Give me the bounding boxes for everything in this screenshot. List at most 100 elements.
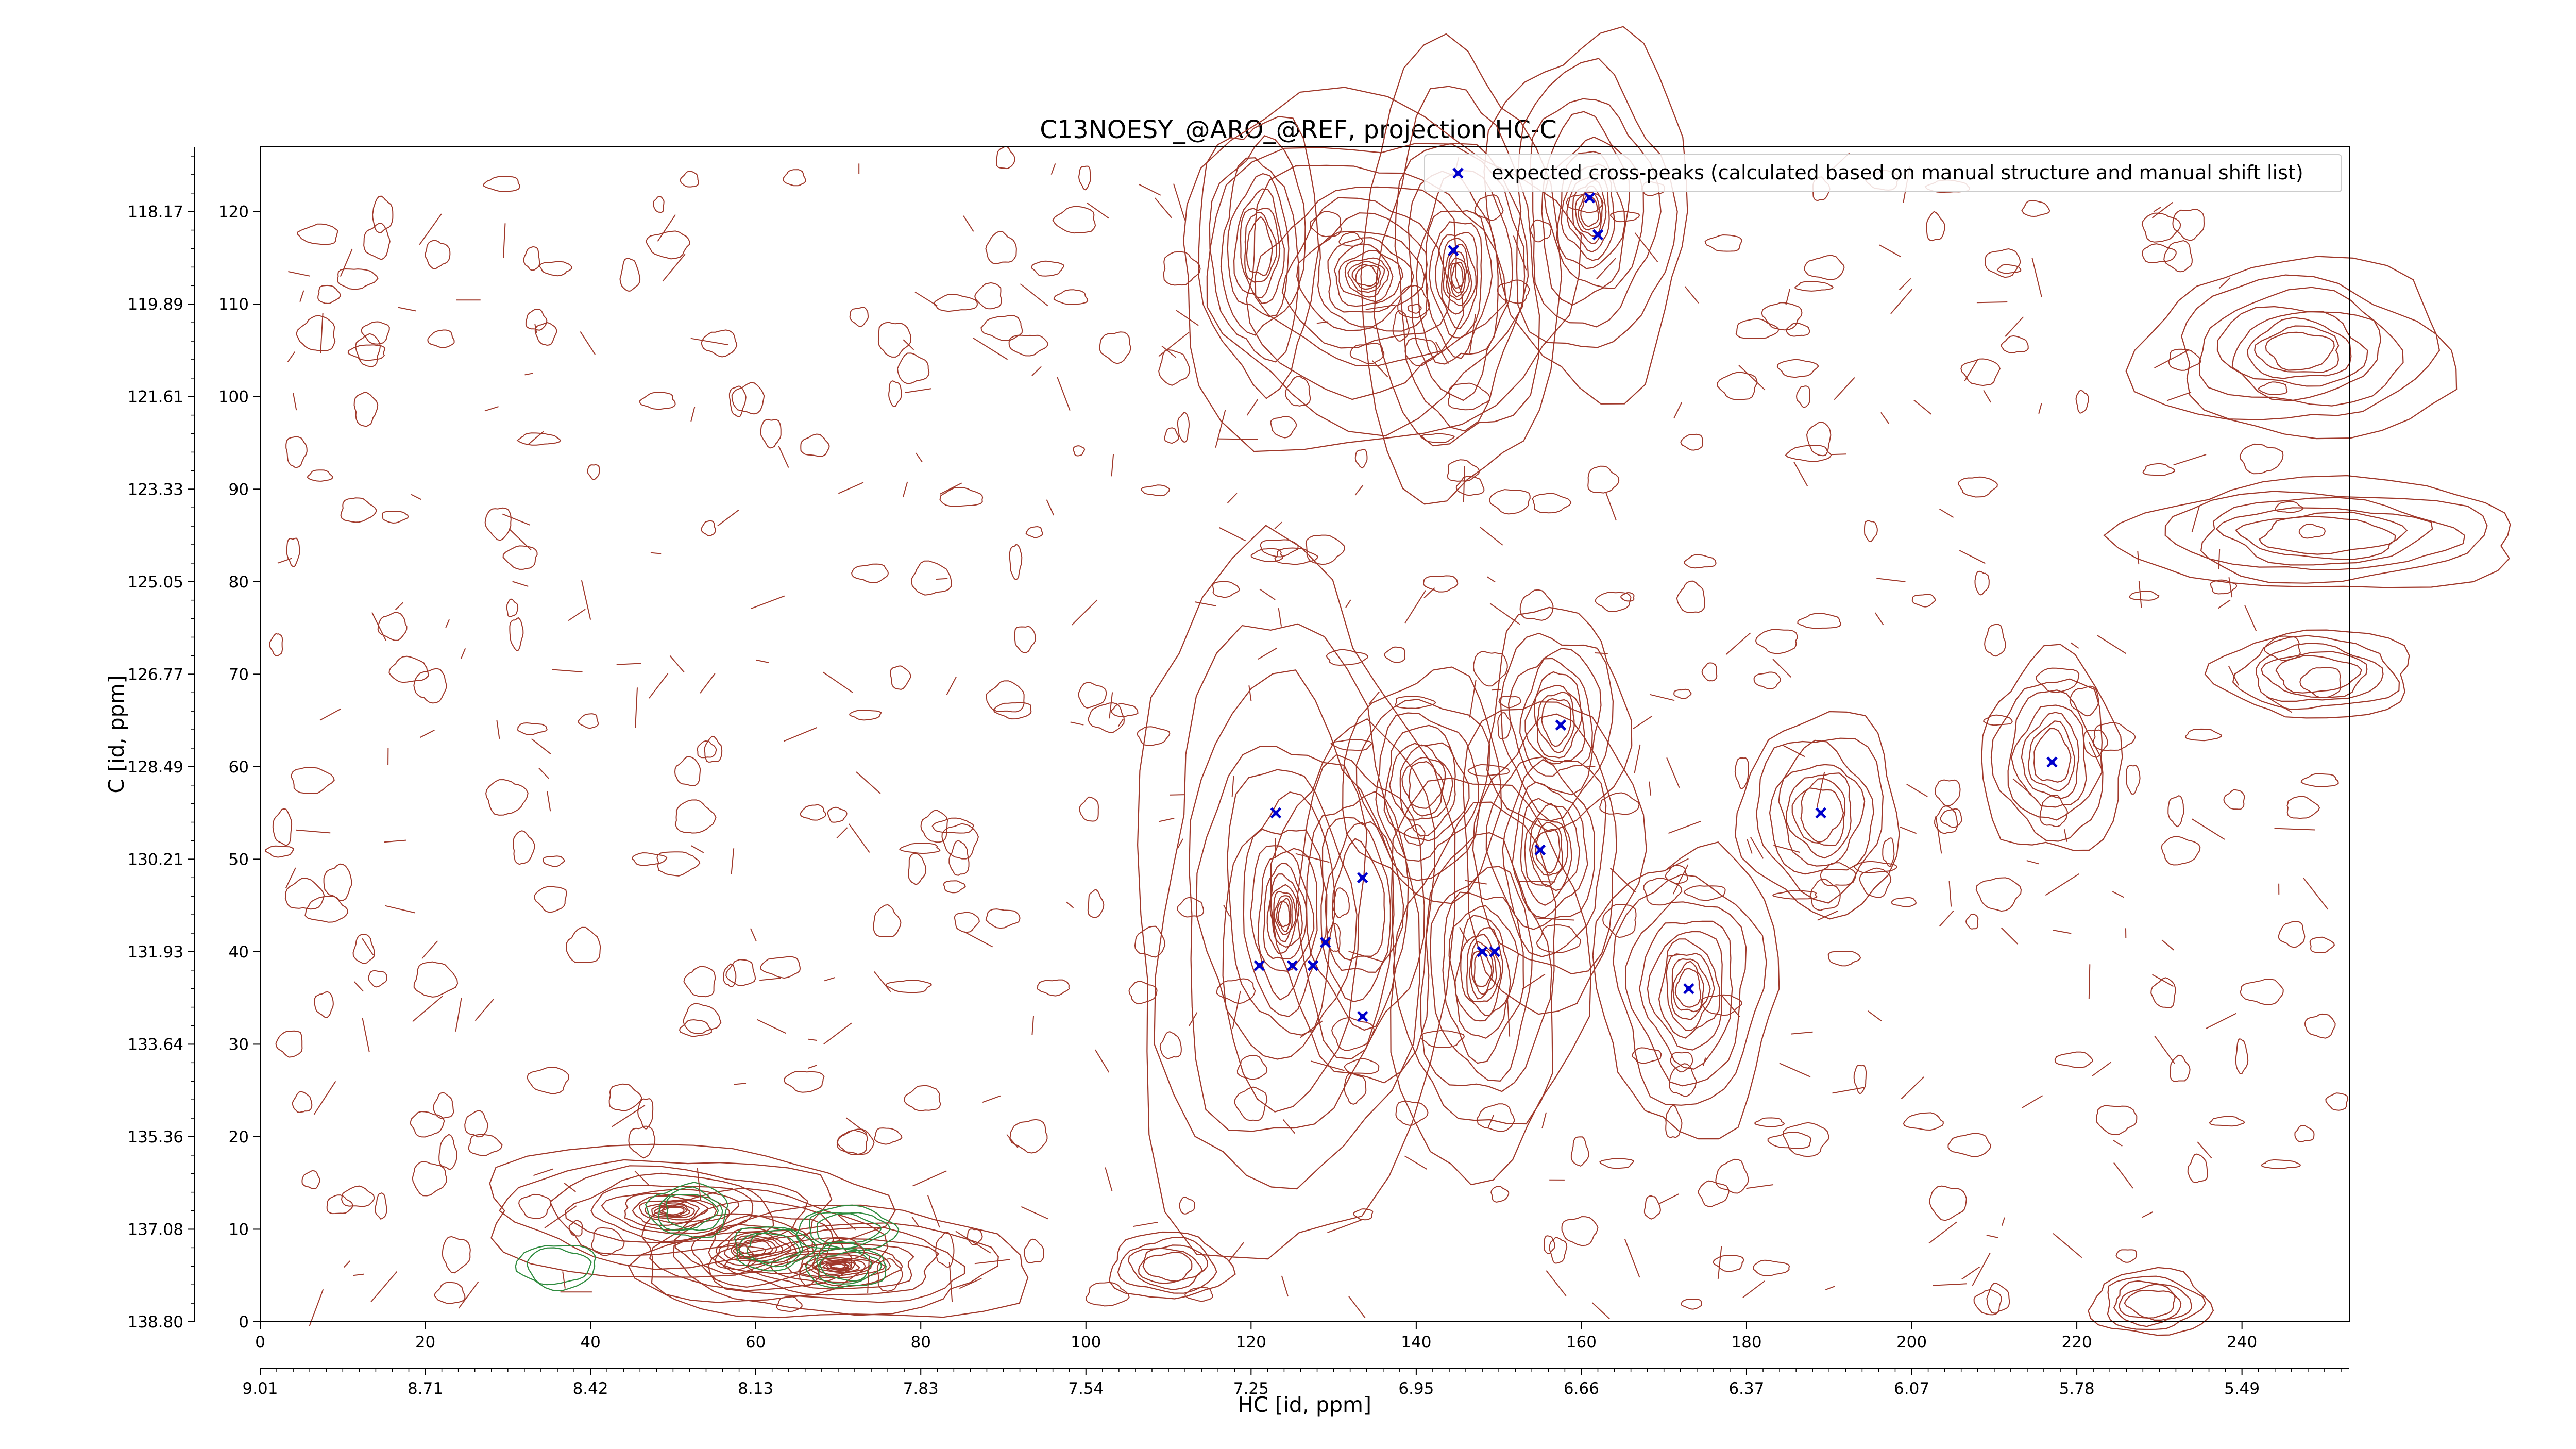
- noise-segment: [299, 290, 304, 302]
- noise-contour: [1008, 334, 1048, 357]
- noise-segment: [1345, 599, 1351, 608]
- noise-segment: [534, 324, 537, 333]
- contour-level-2: [707, 1226, 965, 1303]
- noise-contour: [1665, 1105, 1683, 1138]
- contour-level-13: [1355, 265, 1378, 287]
- peak-contours-11: [1390, 777, 1592, 1186]
- noise-segment: [353, 1273, 364, 1276]
- legend-marker-symbol: [1452, 167, 1464, 179]
- noise-contour: [656, 851, 701, 877]
- noise-segment: [2088, 964, 2091, 999]
- noise-contour: [1085, 1282, 1130, 1307]
- noise-contour: [731, 382, 765, 415]
- contour-level-0: [2088, 1267, 2214, 1336]
- legend: expected cross-peaks (calculated based o…: [1424, 154, 2342, 192]
- noise-segment: [1259, 588, 1276, 600]
- noise-segment: [2265, 696, 2293, 713]
- contour-level-2: [1128, 1244, 1208, 1291]
- noise-segment: [1816, 771, 1825, 807]
- noise-contour: [587, 464, 600, 480]
- noise-segment: [1138, 183, 1161, 196]
- noise-segment: [1327, 1219, 1362, 1233]
- noise-segment: [1071, 599, 1098, 626]
- noise-segment: [1703, 1057, 1706, 1066]
- noise-contours: [265, 146, 2349, 1326]
- y-left-tick-label: 133.64: [128, 1035, 183, 1054]
- noise-contour: [1782, 1122, 1829, 1157]
- noise-segment: [1423, 587, 1435, 599]
- peak-contours-14: [2103, 475, 2511, 588]
- noise-contour: [484, 507, 512, 541]
- cross-peak-marker-11-center: [1310, 963, 1316, 968]
- cross-peak-marker-2: [1448, 245, 1459, 256]
- noise-contour: [368, 970, 387, 988]
- noise-segment: [343, 1260, 351, 1268]
- noise-segment: [362, 938, 374, 956]
- noise-contour: [1960, 358, 2001, 386]
- cross-peak-marker-6: [2046, 756, 2058, 768]
- contour-level-4: [2021, 712, 2080, 799]
- noise-contour: [701, 329, 738, 358]
- noise-contour: [1184, 1287, 1213, 1302]
- noise-segment: [1195, 601, 1216, 606]
- contour-level-6: [2033, 728, 2072, 783]
- noise-segment: [1155, 197, 1172, 218]
- contour-level-8: [1531, 821, 1564, 876]
- noise-contour: [363, 223, 391, 260]
- noise-contour: [1928, 1185, 1967, 1221]
- contour-level-3: [2261, 651, 2368, 698]
- x-tick-label: 220: [2062, 1333, 2092, 1352]
- noise-segment: [856, 771, 881, 794]
- noise-segment: [690, 845, 704, 853]
- noise-contour: [2239, 443, 2284, 475]
- contour-level-5: [2258, 516, 2396, 555]
- noise-contour: [1753, 671, 1781, 689]
- noise-segment: [836, 827, 848, 839]
- noise-contour: [1984, 624, 2006, 657]
- contour-level-0: [805, 1241, 887, 1289]
- noise-contour: [1717, 372, 1758, 401]
- noise-contour: [1448, 382, 1490, 411]
- cross-peak-marker-10-center: [1290, 963, 1295, 968]
- noise-segment: [2026, 860, 2039, 865]
- noise-contour: [704, 735, 723, 763]
- noise-contour: [849, 710, 882, 721]
- contour-level-0: [1390, 777, 1592, 1186]
- contour-level-4: [2231, 311, 2368, 387]
- contour-level-2: [1220, 157, 1300, 336]
- noise-contour: [1536, 924, 1581, 953]
- noise-contour: [890, 665, 911, 690]
- y-axis: 0 10 20 30 40 50 60 70 80 90 100 110 120: [218, 203, 260, 1332]
- contour-level-5: [1448, 905, 1519, 1039]
- contour-level-9: [1443, 244, 1472, 307]
- noise-segment: [1227, 493, 1238, 503]
- noise-contour: [2278, 920, 2306, 948]
- noise-contour: [608, 1083, 642, 1111]
- noise-segment: [1316, 321, 1329, 324]
- contour-level-1: [649, 1200, 852, 1291]
- y-tick-label: 120: [218, 203, 249, 222]
- noise-contour: [2083, 729, 2108, 759]
- noise-contour: [896, 352, 930, 384]
- noise-contour: [506, 598, 519, 617]
- contour-level-10: [1446, 251, 1470, 300]
- noise-contour: [518, 1193, 552, 1219]
- contour-level-4: [1233, 188, 1285, 304]
- contour-level-4: [1442, 891, 1524, 1064]
- contour-level-1: [1516, 58, 1678, 348]
- contour-level-2: [2200, 497, 2466, 570]
- noise-contour: [1099, 331, 1131, 364]
- noise-contour: [590, 1227, 625, 1256]
- noise-contour: [1754, 1117, 1785, 1127]
- noise-segment: [288, 271, 311, 277]
- noise-contour: [886, 980, 933, 993]
- noise-segment: [1634, 232, 1658, 262]
- x-secondary-tick-label: 6.66: [1564, 1379, 1599, 1398]
- cross-peak-marker-16: [1683, 983, 1694, 995]
- noise-contour: [1326, 923, 1341, 952]
- noise-segment: [822, 671, 853, 693]
- noise-segment: [538, 767, 549, 779]
- noise-contour: [800, 433, 830, 457]
- noise-contour: [340, 497, 377, 523]
- noise-segment: [398, 307, 416, 312]
